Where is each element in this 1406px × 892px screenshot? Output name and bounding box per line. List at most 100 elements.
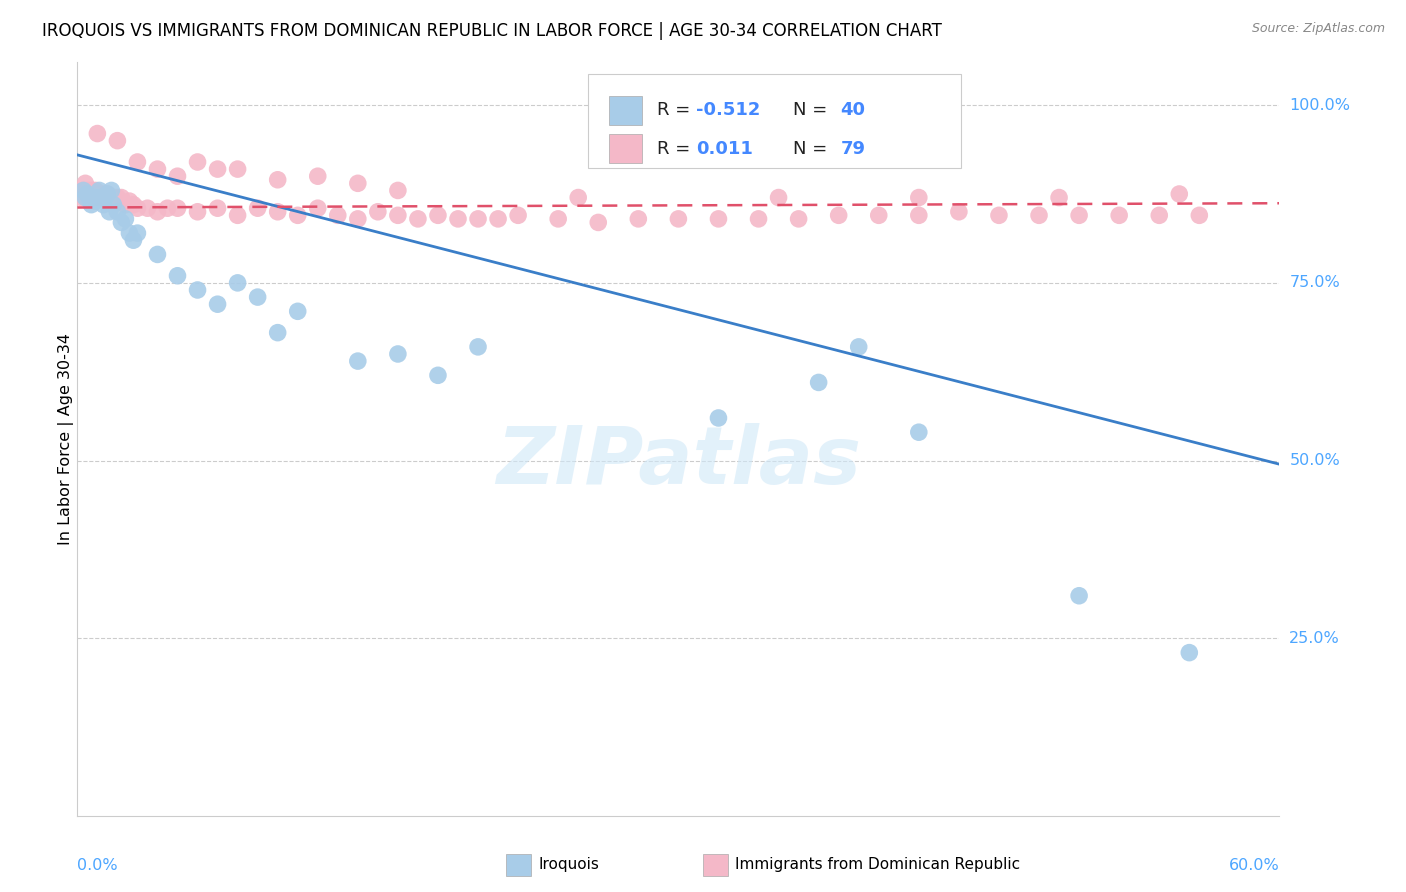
Point	[768, 190, 790, 204]
Point	[79, 190, 101, 204]
Point	[122, 197, 145, 211]
Point	[226, 208, 249, 222]
Point	[486, 211, 509, 226]
Point	[668, 211, 690, 226]
Point	[567, 190, 589, 204]
Point	[748, 211, 770, 226]
Point	[84, 194, 107, 208]
Point	[72, 183, 94, 197]
Point	[82, 190, 104, 204]
Point	[226, 276, 249, 290]
Point	[807, 376, 830, 390]
Point	[347, 354, 370, 368]
Point	[267, 173, 290, 187]
Point	[347, 177, 370, 191]
Point	[848, 340, 870, 354]
Point	[267, 204, 290, 219]
Text: 0.0%: 0.0%	[77, 857, 118, 872]
Point	[186, 283, 209, 297]
Point	[948, 204, 970, 219]
Point	[75, 190, 97, 204]
Point	[104, 194, 127, 208]
Point	[307, 169, 329, 184]
Point	[72, 183, 94, 197]
Point	[467, 211, 489, 226]
Point	[427, 368, 450, 383]
Point	[86, 190, 108, 204]
Point	[94, 186, 117, 201]
Point	[136, 201, 159, 215]
Text: 50.0%: 50.0%	[1289, 453, 1340, 468]
Point	[307, 201, 329, 215]
Point	[110, 215, 132, 229]
Text: 25.0%: 25.0%	[1289, 631, 1340, 646]
Point	[98, 190, 121, 204]
Y-axis label: In Labor Force | Age 30-34: In Labor Force | Age 30-34	[58, 334, 75, 545]
Point	[89, 183, 111, 197]
Text: 100.0%: 100.0%	[1289, 97, 1350, 112]
Point	[76, 183, 98, 197]
Text: R =: R =	[657, 102, 696, 120]
Point	[1047, 190, 1070, 204]
Point	[467, 340, 489, 354]
Point	[406, 211, 429, 226]
Point	[114, 211, 136, 226]
Point	[80, 197, 103, 211]
Point	[127, 201, 149, 215]
Point	[114, 197, 136, 211]
Point	[94, 190, 117, 204]
Point	[1069, 208, 1091, 222]
Point	[908, 425, 931, 440]
Point	[588, 215, 610, 229]
Text: 0.011: 0.011	[696, 139, 754, 158]
Point	[988, 208, 1011, 222]
Point	[287, 208, 309, 222]
Point	[103, 190, 125, 204]
Point	[86, 127, 108, 141]
Point	[107, 204, 129, 219]
Text: IROQUOIS VS IMMIGRANTS FROM DOMINICAN REPUBLIC IN LABOR FORCE | AGE 30-34 CORREL: IROQUOIS VS IMMIGRANTS FROM DOMINICAN RE…	[42, 22, 942, 40]
Point	[707, 211, 730, 226]
Point	[267, 326, 290, 340]
Point	[70, 190, 93, 204]
Point	[207, 297, 229, 311]
Point	[186, 155, 209, 169]
Point	[1028, 208, 1050, 222]
Point	[908, 208, 931, 222]
Point	[118, 194, 141, 208]
Point	[1069, 589, 1091, 603]
Point	[387, 208, 409, 222]
Point	[79, 186, 101, 201]
Point	[75, 177, 97, 191]
Point	[1108, 208, 1130, 222]
Point	[166, 169, 188, 184]
Point	[90, 190, 112, 204]
Point	[93, 197, 115, 211]
Point	[84, 183, 107, 197]
Point	[367, 204, 389, 219]
Point	[707, 411, 730, 425]
Point	[787, 211, 810, 226]
Text: 60.0%: 60.0%	[1229, 857, 1279, 872]
Point	[156, 201, 179, 215]
Point	[107, 134, 129, 148]
Point	[447, 211, 470, 226]
Point	[1168, 186, 1191, 201]
Point	[1188, 208, 1211, 222]
Point	[828, 208, 851, 222]
Text: N =: N =	[793, 102, 832, 120]
Point	[246, 290, 269, 304]
Point	[80, 183, 103, 197]
Point	[287, 304, 309, 318]
Point	[118, 226, 141, 240]
Point	[868, 208, 890, 222]
Point	[86, 186, 108, 201]
Point	[122, 233, 145, 247]
Point	[146, 204, 169, 219]
Point	[627, 211, 650, 226]
Point	[1149, 208, 1171, 222]
Point	[387, 347, 409, 361]
Point	[146, 162, 169, 177]
FancyBboxPatch shape	[588, 74, 960, 168]
Point	[89, 190, 111, 204]
